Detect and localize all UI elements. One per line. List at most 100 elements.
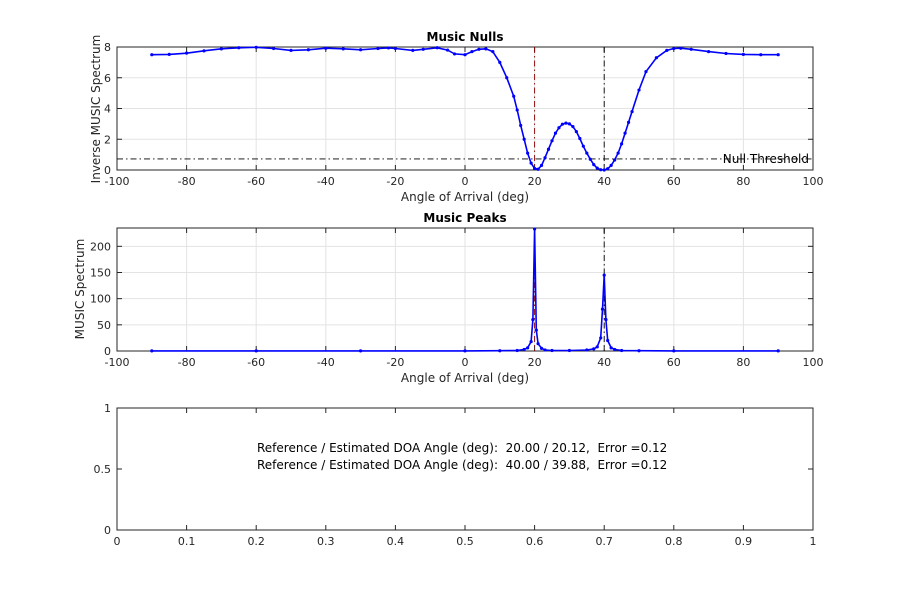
data-point (529, 339, 533, 344)
y-tick-label: 0 (104, 524, 111, 537)
data-point (606, 167, 610, 171)
data-point (567, 348, 572, 353)
x-tick-label: 60 (667, 175, 681, 188)
x-tick-label: -40 (317, 175, 335, 188)
axes-1: -100 -80 -60 -40 -20 0 20 40 60 80 100 0 50 100 150 200 (90, 227, 824, 369)
data-point (512, 94, 516, 98)
y-tick-label: 200 (90, 240, 111, 253)
data-point (623, 131, 627, 135)
data-point (522, 347, 526, 352)
data-point (306, 48, 310, 52)
data-point (515, 108, 519, 112)
x-tick-label: 0.9 (735, 535, 753, 548)
music-nulls-title: Music Nulls (427, 30, 504, 44)
data-point (724, 51, 728, 56)
data-point (150, 349, 154, 353)
x-tick-label: 80 (736, 356, 750, 369)
data-point (609, 346, 613, 350)
data-point (167, 52, 171, 56)
x-tick-label: 0 (114, 535, 121, 548)
data-point (741, 52, 746, 56)
doa-result-line-2: Reference / Estimated DOA Angle (deg): 4… (257, 458, 667, 472)
data-point (599, 168, 603, 172)
doa-results-panel: 0 0.1 0.2 0.3 0.4 0.5 0.6 0.7 0.8 0.9 1 0 0.5 1 Refer… (94, 402, 817, 548)
data-point (604, 317, 608, 322)
data-point (637, 349, 641, 353)
y-tick-label: 2 (104, 133, 111, 146)
y-tick-label: 0 (104, 164, 111, 177)
x-tick-label: 0.5 (456, 535, 474, 548)
data-point (254, 45, 258, 49)
data-point (588, 157, 592, 161)
x-tick-label: 0.1 (178, 535, 196, 548)
data-point (567, 122, 572, 126)
data-point (550, 348, 554, 353)
data-point (519, 123, 523, 128)
data-point (534, 328, 538, 332)
data-point (463, 349, 467, 353)
x-tick-label: 0.3 (317, 535, 335, 548)
data-point (560, 122, 565, 126)
data-point (620, 348, 624, 353)
data-point (539, 163, 544, 167)
data-point (644, 70, 648, 74)
plot-area (117, 408, 813, 530)
data-point (609, 163, 613, 167)
data-point (539, 346, 544, 350)
x-tick-label: -60 (247, 175, 265, 188)
data-point (515, 348, 519, 353)
data-point (359, 349, 363, 353)
data-point (613, 347, 617, 352)
data-point (672, 46, 676, 51)
data-point (599, 336, 603, 340)
data-point (557, 126, 561, 130)
x-tick-label: 0.8 (665, 535, 683, 548)
data-point (637, 88, 641, 92)
data-point (359, 48, 363, 52)
y-tick-label: 1 (104, 402, 111, 415)
data-point (498, 349, 502, 353)
data-point (529, 161, 533, 165)
data-point (553, 131, 558, 135)
data-point (585, 151, 589, 155)
data-point (776, 349, 780, 353)
x-tick-label: 80 (736, 175, 750, 188)
doa-result-line-1: Reference / Estimated DOA Angle (deg): 2… (257, 441, 667, 455)
x-tick-label: 0.4 (387, 535, 405, 548)
data-point (543, 348, 547, 352)
null-threshold-label: Null Threshold (723, 152, 809, 166)
data-point (498, 60, 502, 64)
data-point (411, 48, 415, 52)
data-point (630, 109, 634, 114)
data-point (759, 53, 763, 57)
data-point (237, 46, 241, 50)
data-point (672, 349, 676, 353)
data-point (254, 349, 258, 353)
data-point (679, 46, 683, 50)
x-tick-label: -80 (178, 356, 196, 369)
data-point (592, 347, 596, 351)
x-tick-label: 100 (803, 175, 824, 188)
data-point (613, 158, 617, 162)
data-point (543, 156, 547, 160)
music-peaks-plot: -100 -80 -60 -40 -20 0 20 40 60 80 100 0 50 100 150 200… (73, 211, 824, 385)
x-tick-label: -100 (105, 356, 130, 369)
x-tick-label: 60 (667, 356, 681, 369)
data-point (463, 53, 467, 57)
data-point (435, 46, 439, 50)
x-tick-label: -80 (178, 175, 196, 188)
data-point (150, 53, 154, 57)
music-nulls-x-axis-label: Angle of Arrival (deg) (401, 190, 529, 204)
x-tick-label: 0.6 (526, 535, 544, 548)
data-point (616, 151, 620, 155)
y-tick-label: 6 (104, 72, 111, 85)
x-tick-label: 0.2 (247, 535, 265, 548)
data-point (526, 346, 530, 350)
x-tick-label: -100 (105, 175, 130, 188)
data-point (531, 317, 535, 322)
data-point (446, 48, 450, 52)
data-point (386, 46, 391, 50)
music-peaks-title: Music Peaks (423, 211, 506, 225)
data-point (592, 163, 596, 167)
